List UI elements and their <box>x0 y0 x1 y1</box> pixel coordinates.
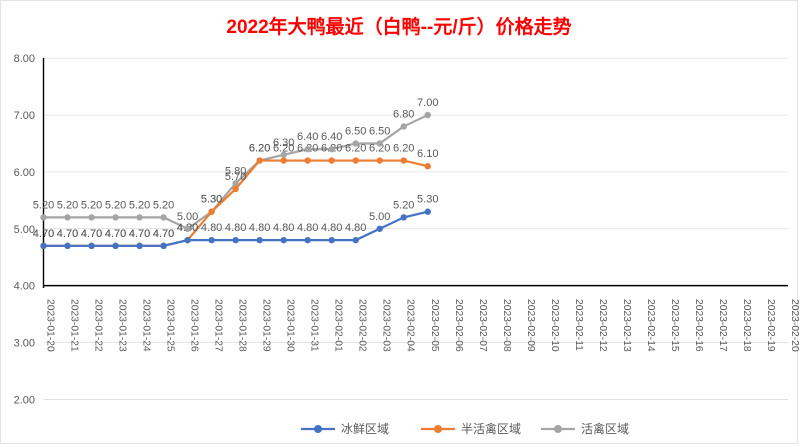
svg-text:2023-02-15: 2023-02-15 <box>669 299 680 352</box>
svg-text:2023-02-04: 2023-02-04 <box>405 299 416 352</box>
svg-text:7.00: 7.00 <box>14 110 35 122</box>
svg-text:4.70: 4.70 <box>129 228 150 240</box>
svg-text:4.80: 4.80 <box>249 222 270 234</box>
svg-text:2023-01-27: 2023-01-27 <box>213 299 224 352</box>
svg-text:4.80: 4.80 <box>225 222 246 234</box>
svg-text:2023-02-11: 2023-02-11 <box>573 299 584 351</box>
svg-text:5.20: 5.20 <box>33 199 54 211</box>
svg-text:4.80: 4.80 <box>321 222 342 234</box>
svg-text:8.00: 8.00 <box>14 53 35 65</box>
svg-text:5.20: 5.20 <box>153 199 174 211</box>
svg-text:5.30: 5.30 <box>201 194 222 206</box>
svg-text:2023-01-30: 2023-01-30 <box>285 299 296 352</box>
svg-text:4.70: 4.70 <box>105 228 126 240</box>
svg-text:5.20: 5.20 <box>81 199 102 211</box>
svg-text:2023-02-18: 2023-02-18 <box>741 299 752 352</box>
svg-text:冰鲜区域: 冰鲜区域 <box>341 422 389 436</box>
svg-text:2023-02-03: 2023-02-03 <box>381 299 392 352</box>
svg-text:5.30: 5.30 <box>417 194 438 206</box>
svg-text:2023-01-28: 2023-01-28 <box>237 299 248 352</box>
svg-text:2023-01-26: 2023-01-26 <box>189 299 200 352</box>
svg-text:2023-02-16: 2023-02-16 <box>693 299 704 352</box>
svg-text:5.20: 5.20 <box>105 199 126 211</box>
svg-text:2023-01-22: 2023-01-22 <box>93 299 104 352</box>
svg-text:5.20: 5.20 <box>393 199 414 211</box>
svg-text:5.00: 5.00 <box>177 211 198 223</box>
svg-text:6.10: 6.10 <box>417 148 438 160</box>
svg-text:2.00: 2.00 <box>14 394 35 406</box>
svg-text:2023-01-29: 2023-01-29 <box>261 299 272 352</box>
svg-text:2023-02-14: 2023-02-14 <box>645 299 656 352</box>
svg-text:4.80: 4.80 <box>345 222 366 234</box>
svg-text:4.80: 4.80 <box>297 222 318 234</box>
svg-text:6.50: 6.50 <box>345 125 366 137</box>
svg-text:4.80: 4.80 <box>201 222 222 234</box>
svg-text:半活禽区域: 半活禽区域 <box>461 421 521 436</box>
svg-text:2023-01-20: 2023-01-20 <box>45 299 56 352</box>
svg-text:2023-02-01: 2023-02-01 <box>333 299 344 352</box>
svg-text:2023-01-31: 2023-01-31 <box>309 299 320 352</box>
svg-text:6.20: 6.20 <box>249 143 270 155</box>
svg-text:5.00: 5.00 <box>369 211 390 223</box>
svg-text:2023-02-19: 2023-02-19 <box>765 299 776 352</box>
svg-text:6.80: 6.80 <box>393 108 414 120</box>
svg-text:2023-02-10: 2023-02-10 <box>549 299 560 352</box>
svg-text:2023-01-25: 2023-01-25 <box>165 299 176 352</box>
svg-text:6.20: 6.20 <box>393 143 414 155</box>
svg-text:2023-02-05: 2023-02-05 <box>429 299 440 352</box>
svg-text:6.40: 6.40 <box>321 131 342 143</box>
svg-text:5.20: 5.20 <box>129 199 150 211</box>
svg-text:2023-02-06: 2023-02-06 <box>453 299 464 352</box>
svg-text:4.70: 4.70 <box>153 228 174 240</box>
svg-text:2023-02-20: 2023-02-20 <box>789 299 800 352</box>
svg-text:7.00: 7.00 <box>417 97 438 109</box>
svg-text:4.80: 4.80 <box>273 222 294 234</box>
svg-text:2023-01-23: 2023-01-23 <box>117 299 128 352</box>
svg-text:2023-02-07: 2023-02-07 <box>477 299 488 352</box>
svg-text:2023-02-12: 2023-02-12 <box>597 299 608 352</box>
svg-text:3.00: 3.00 <box>14 337 35 349</box>
svg-text:2023-02-17: 2023-02-17 <box>717 299 728 352</box>
svg-text:2023-02-08: 2023-02-08 <box>501 299 512 352</box>
svg-text:6.00: 6.00 <box>14 167 35 179</box>
svg-text:4.70: 4.70 <box>33 228 54 240</box>
svg-text:2023-02-13: 2023-02-13 <box>621 299 632 352</box>
svg-text:5.00: 5.00 <box>14 224 35 236</box>
svg-text:活禽区域: 活禽区域 <box>581 421 629 436</box>
svg-text:4.00: 4.00 <box>14 281 35 293</box>
svg-text:6.50: 6.50 <box>369 125 390 137</box>
svg-text:2023-02-09: 2023-02-09 <box>525 299 536 352</box>
svg-text:2023-01-24: 2023-01-24 <box>141 299 152 352</box>
svg-text:2023-01-21: 2023-01-21 <box>69 299 80 352</box>
svg-text:4.70: 4.70 <box>57 228 78 240</box>
svg-text:6.40: 6.40 <box>297 131 318 143</box>
svg-text:4.70: 4.70 <box>81 228 102 240</box>
svg-text:5.20: 5.20 <box>57 199 78 211</box>
svg-text:2023-02-02: 2023-02-02 <box>357 299 368 352</box>
